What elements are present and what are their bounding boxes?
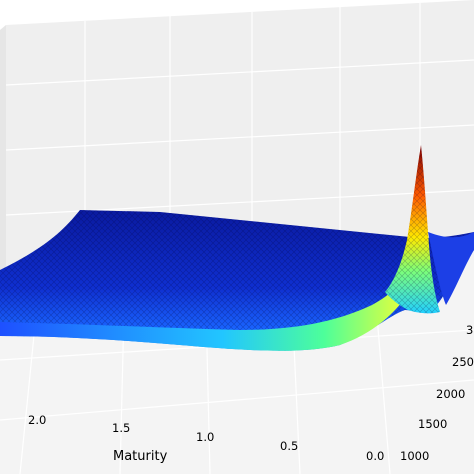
maturity-ticks: 2.0 1.5 1.0 0.5 0.0 [28,413,384,463]
maturity-tick: 2.0 [28,413,46,427]
strike-tick: 250 [452,355,474,369]
maturity-tick: 1.5 [112,421,130,435]
back-pane-left [0,25,6,280]
strike-tick: 1000 [400,449,429,463]
strike-tick: 1500 [418,417,447,431]
maturity-tick: 0.0 [366,449,384,463]
strike-tick: 2000 [436,387,465,401]
x-axis-label: Maturity [113,449,168,464]
maturity-tick: 1.0 [196,430,214,444]
strike-tick: 3 [466,323,473,337]
surface-right-tail [428,232,474,305]
strike-ticks: 1000 1500 2000 250 3 [400,323,474,463]
maturity-tick: 0.5 [280,439,298,453]
surface-front-rim [0,280,405,351]
